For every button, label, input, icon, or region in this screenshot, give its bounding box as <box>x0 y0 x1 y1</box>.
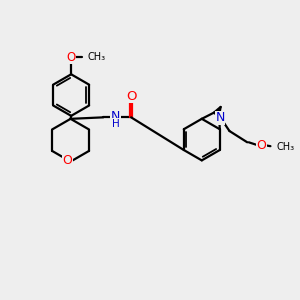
Text: H: H <box>112 119 120 129</box>
Text: O: O <box>256 139 266 152</box>
Text: N: N <box>111 110 120 123</box>
Text: N: N <box>215 111 225 124</box>
Text: CH₃: CH₃ <box>276 142 295 152</box>
Text: O: O <box>63 154 73 166</box>
Text: O: O <box>67 51 76 64</box>
Text: O: O <box>126 90 136 103</box>
Text: CH₃: CH₃ <box>88 52 106 62</box>
